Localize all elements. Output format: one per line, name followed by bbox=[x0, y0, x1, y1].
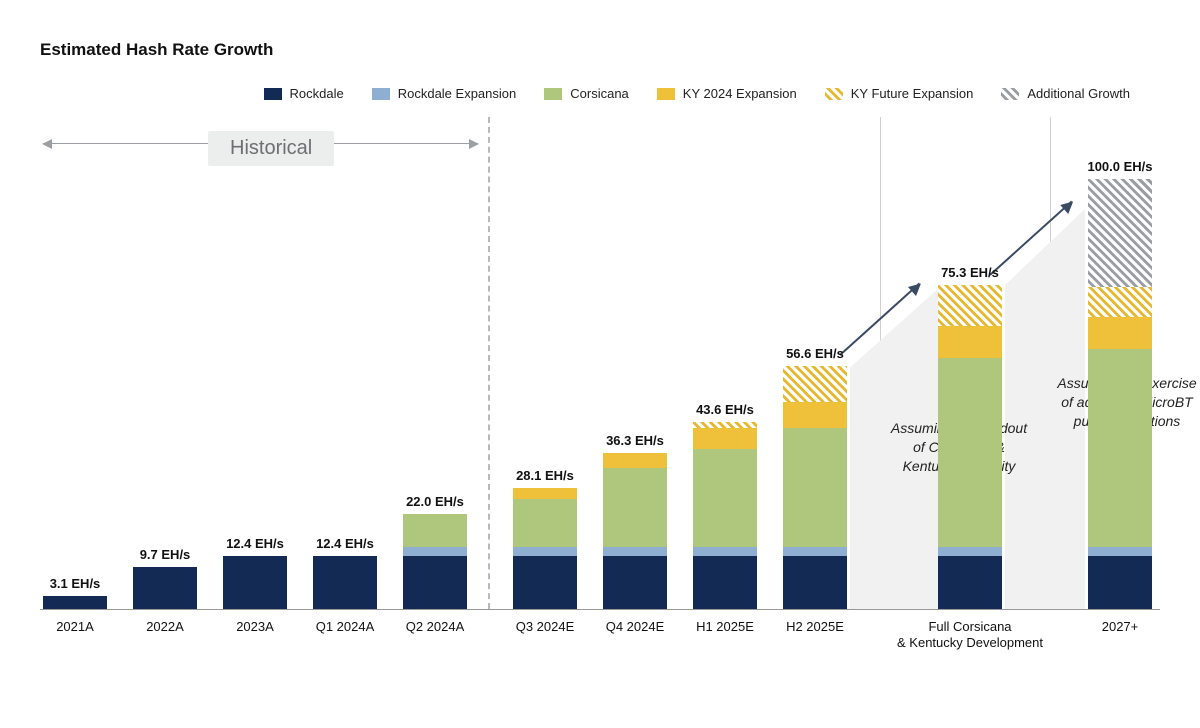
bar-segment bbox=[938, 285, 1002, 326]
legend-label: Corsicana bbox=[570, 86, 629, 101]
bar-value-label: 56.6 EH/s bbox=[735, 346, 895, 361]
bar-segment bbox=[938, 547, 1002, 556]
x-axis bbox=[40, 609, 1160, 610]
legend-label: KY Future Expansion bbox=[851, 86, 974, 101]
legend-item: Additional Growth bbox=[1001, 86, 1130, 101]
bar-stack bbox=[783, 366, 847, 609]
legend-label: KY 2024 Expansion bbox=[683, 86, 797, 101]
legend-swatch bbox=[264, 88, 282, 100]
legend-swatch bbox=[372, 88, 390, 100]
chart-area: HistoricalAssuming full buildout of Cors… bbox=[40, 109, 1160, 669]
bar-stack bbox=[1088, 179, 1152, 609]
bar-segment bbox=[783, 366, 847, 403]
legend-swatch bbox=[825, 88, 843, 100]
bar-segment bbox=[783, 547, 847, 556]
bar-column: 100.0 EH/s2027+ bbox=[1040, 109, 1200, 609]
bar-column: 56.6 EH/sH2 2025E bbox=[735, 109, 895, 609]
legend-swatch bbox=[1001, 88, 1019, 100]
bar-segment bbox=[938, 358, 1002, 547]
legend-item: KY 2024 Expansion bbox=[657, 86, 797, 101]
bar-stack bbox=[938, 285, 1002, 609]
bar-segment bbox=[1088, 317, 1152, 349]
bar-segment bbox=[403, 514, 467, 547]
bar-segment bbox=[403, 556, 467, 609]
legend: Rockdale Rockdale Expansion Corsicana KY 20… bbox=[40, 86, 1160, 101]
bar-segment bbox=[1088, 349, 1152, 547]
bar-segment bbox=[1088, 287, 1152, 317]
legend-item: Rockdale Expansion bbox=[372, 86, 517, 101]
bar-segment bbox=[1088, 547, 1152, 556]
bar-segment bbox=[1088, 179, 1152, 287]
bar-segment bbox=[938, 326, 1002, 358]
bar-segment bbox=[938, 556, 1002, 609]
legend-label: Additional Growth bbox=[1027, 86, 1130, 101]
legend-swatch bbox=[544, 88, 562, 100]
bar-segment bbox=[1088, 556, 1152, 609]
bar-stack bbox=[403, 514, 467, 609]
bar-segment bbox=[783, 402, 847, 428]
legend-label: Rockdale bbox=[290, 86, 344, 101]
chart-title: Estimated Hash Rate Growth bbox=[40, 40, 1160, 60]
bar-segment bbox=[783, 556, 847, 609]
bar-value-label: 100.0 EH/s bbox=[1040, 159, 1200, 174]
bar-value-label: 75.3 EH/s bbox=[890, 265, 1050, 280]
legend-swatch bbox=[657, 88, 675, 100]
bar-segment bbox=[403, 547, 467, 556]
bar-segment bbox=[783, 428, 847, 547]
x-axis-label: H2 2025E bbox=[735, 619, 895, 635]
bar-column: 75.3 EH/sFull Corsicana& Kentucky Develo… bbox=[890, 109, 1050, 609]
x-axis-label: Full Corsicana& Kentucky Development bbox=[890, 619, 1050, 652]
legend-item: Corsicana bbox=[544, 86, 629, 101]
x-axis-label: 2027+ bbox=[1040, 619, 1200, 635]
legend-item: KY Future Expansion bbox=[825, 86, 974, 101]
legend-item: Rockdale bbox=[264, 86, 344, 101]
legend-label: Rockdale Expansion bbox=[398, 86, 517, 101]
